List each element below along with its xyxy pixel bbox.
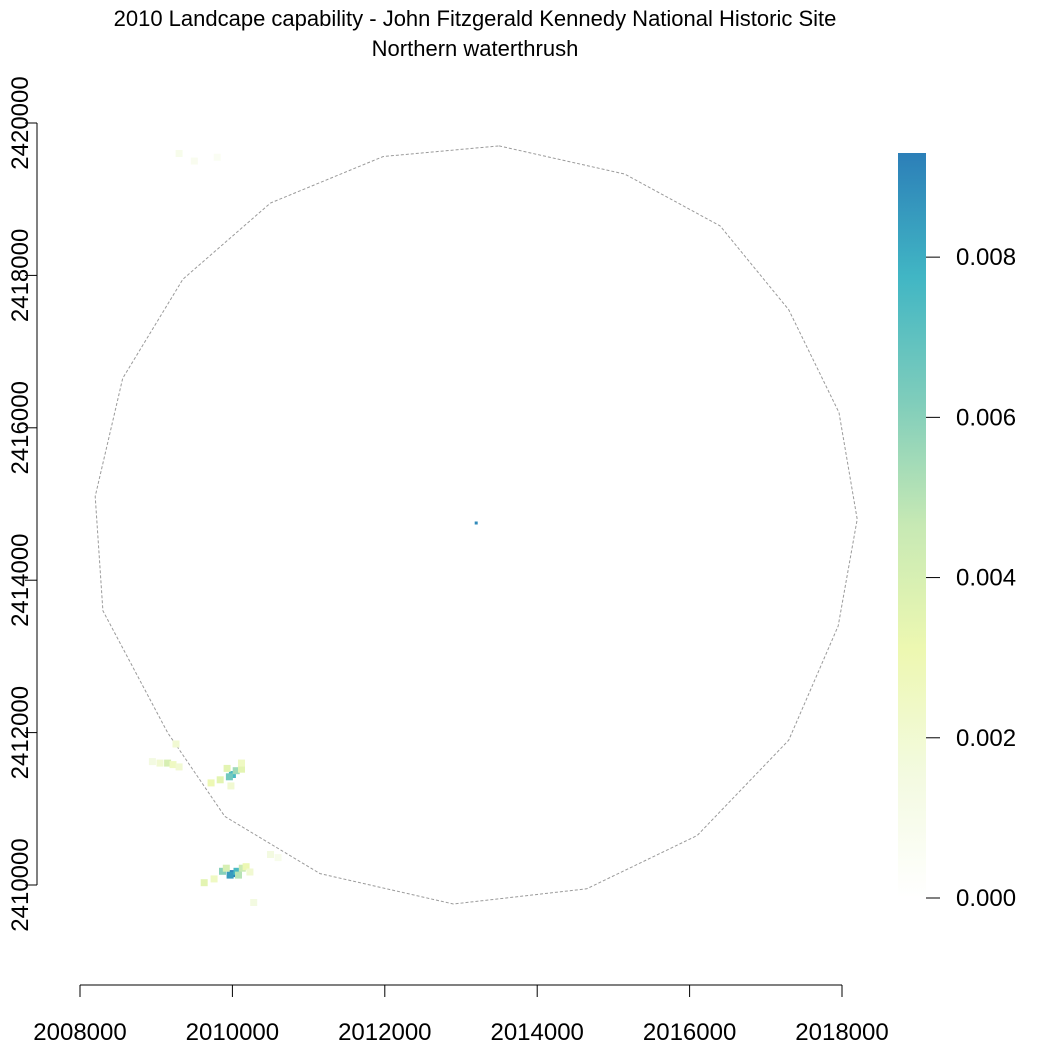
colorbar-tick-label: 0.000 [956, 885, 1016, 912]
raster-cell [235, 871, 242, 879]
raster-cell [250, 899, 258, 906]
raster-cell [238, 864, 246, 872]
plot-area [94, 145, 858, 906]
raster-cell [190, 157, 198, 165]
raster-cell [233, 867, 241, 875]
y-tick-label: 2412000 [7, 686, 34, 779]
colorbar-legend: 0.000 0.002 0.004 0.006 0.008 [898, 153, 1016, 912]
colorbar-tick-label: 0.006 [956, 404, 1016, 431]
raster-cell [164, 759, 172, 767]
x-tick-label: 2008000 [33, 1019, 126, 1046]
raster-cell [175, 763, 183, 771]
colorbar [898, 153, 926, 898]
raster-cell [200, 879, 208, 887]
raster-cell [274, 854, 282, 862]
raster-cell [238, 765, 245, 773]
raster-cell [219, 867, 226, 875]
y-tick-label: 2416000 [7, 381, 34, 474]
x-tick-label: 2014000 [490, 1019, 583, 1046]
raster-cell [242, 863, 250, 871]
axes: 2008000 2010000 2012000 2014000 2016000 20180… [7, 76, 889, 1046]
chart-title: 2010 Landcape capability - John Fitzgera… [114, 6, 837, 31]
raster-cell [169, 761, 177, 769]
x-tick-label: 2018000 [795, 1019, 888, 1046]
raster-cell [156, 759, 164, 767]
colorbar-tick-label: 0.004 [956, 565, 1016, 592]
y-tick-label: 2410000 [7, 838, 34, 931]
raster-cell [172, 740, 180, 748]
raster-cell [207, 779, 215, 787]
x-tick-label: 2010000 [186, 1019, 279, 1046]
raster-cell [226, 871, 234, 879]
y-tick-label: 2418000 [7, 229, 34, 322]
colorbar-tick-label: 0.008 [956, 244, 1016, 271]
raster-cell [222, 864, 230, 872]
raster-cell [232, 767, 240, 775]
raster-cell [227, 782, 235, 790]
raster-cell [238, 759, 245, 767]
x-tick-label: 2012000 [338, 1019, 431, 1046]
raster-cell [474, 521, 478, 525]
x-tick-label: 2016000 [643, 1019, 736, 1046]
park-boundary [94, 145, 858, 905]
raster-cell [246, 868, 254, 876]
raster-cell [210, 875, 218, 883]
raster-cell [223, 764, 231, 772]
y-tick-label: 2420000 [7, 76, 34, 169]
y-tick-label: 2414000 [7, 533, 34, 626]
raster-cell [216, 776, 224, 784]
raster-cell [175, 150, 183, 157]
raster-cell [267, 851, 274, 858]
raster-cell [148, 758, 156, 766]
colorbar-tick-label: 0.002 [956, 725, 1016, 752]
raster-cell [225, 773, 233, 781]
raster-cell [213, 153, 221, 161]
chart-subtitle: Northern waterthrush [372, 36, 579, 61]
